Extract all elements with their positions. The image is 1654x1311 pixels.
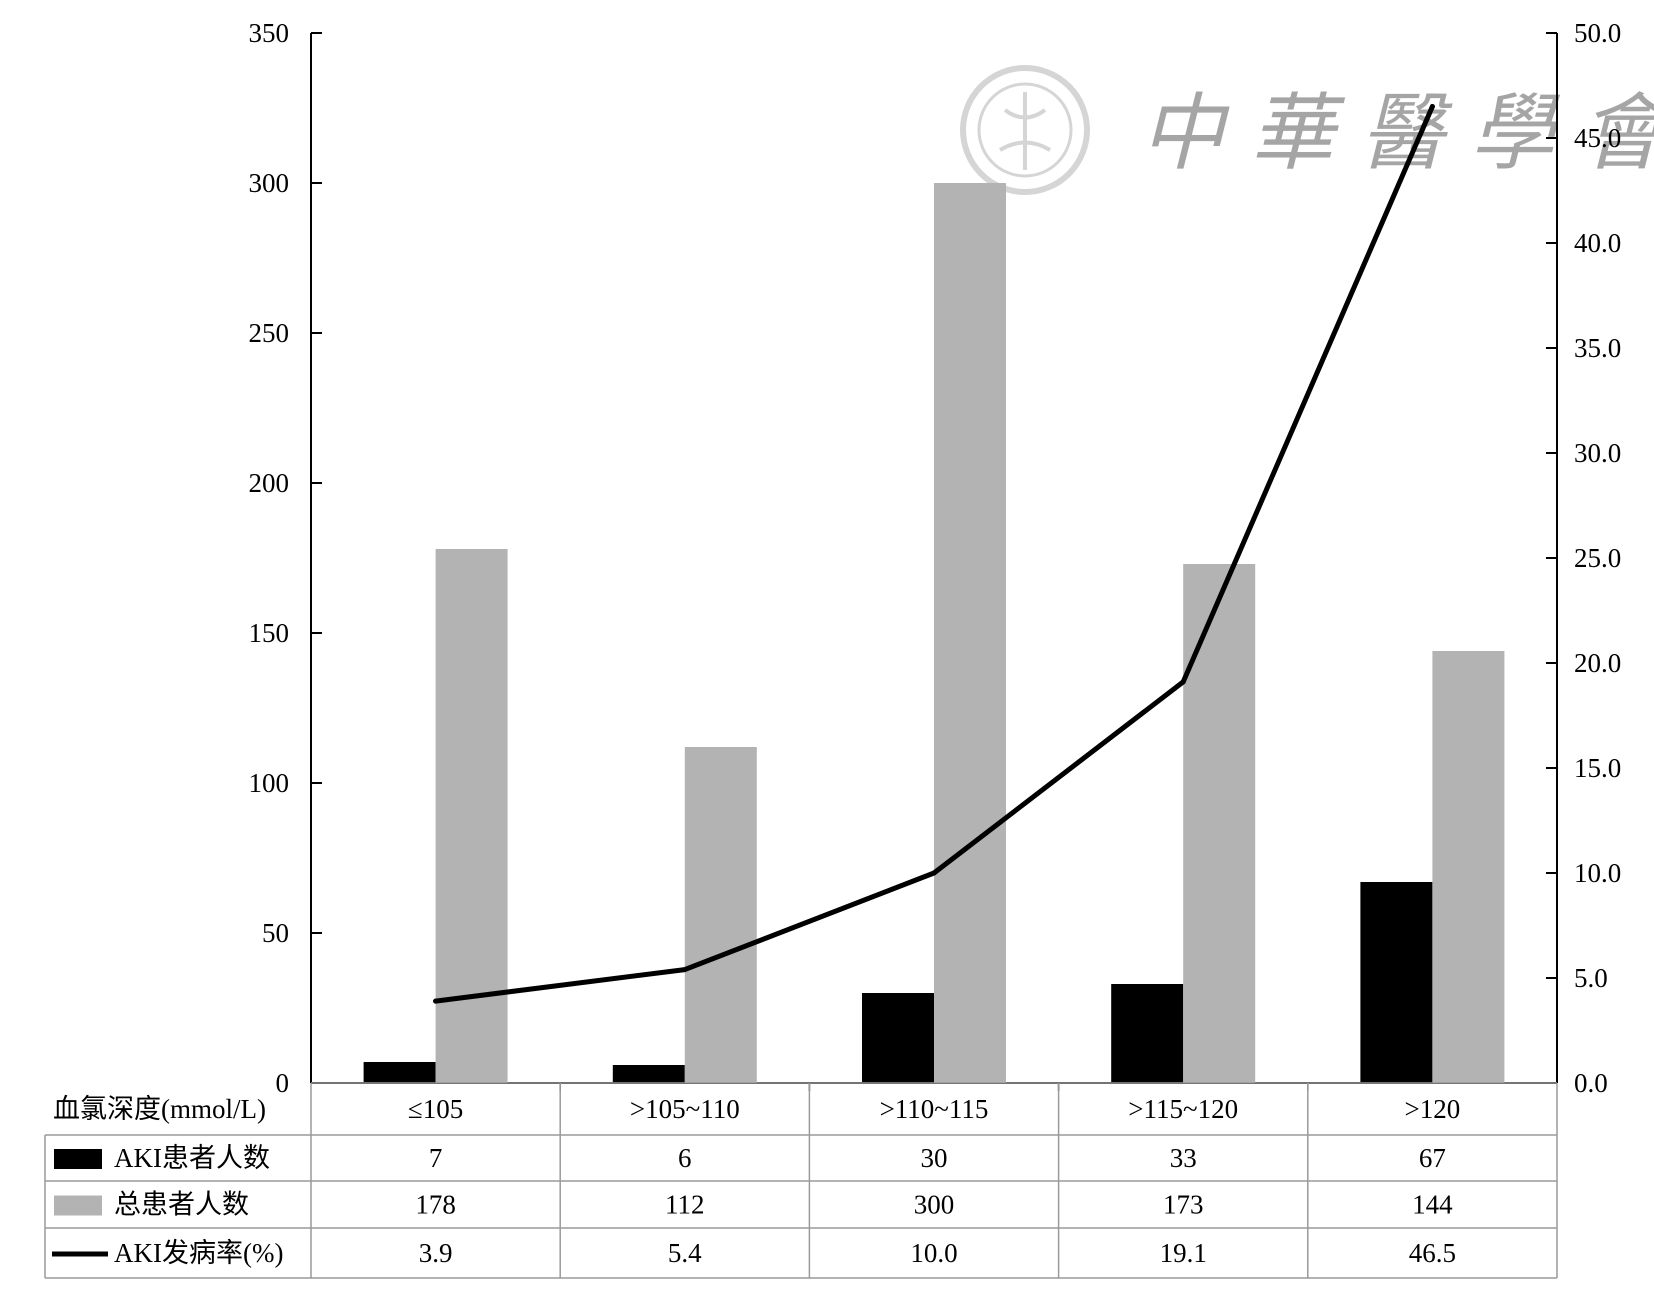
table-cell-value: 7	[429, 1143, 443, 1173]
right-tick-label: 25.0	[1574, 543, 1621, 573]
total-patients-bar	[684, 747, 757, 1083]
table-cell-value: 67	[1419, 1143, 1446, 1173]
right-tick-label: 10.0	[1574, 858, 1621, 888]
aki-rate-point	[931, 870, 937, 876]
total-patients-bar	[1432, 651, 1505, 1083]
aki-patients-bar	[1360, 882, 1433, 1083]
right-tick-label: 0.0	[1574, 1068, 1608, 1098]
right-tick-label: 35.0	[1574, 333, 1621, 363]
bars	[363, 183, 1505, 1083]
table-cell-value: 46.5	[1409, 1238, 1456, 1268]
left-tick-label: 150	[249, 618, 290, 648]
category-label: >105~110	[630, 1094, 740, 1124]
right-tick-label: 20.0	[1574, 648, 1621, 678]
right-tick-label: 15.0	[1574, 753, 1621, 783]
legend-label: AKI发病率(%)	[114, 1238, 283, 1268]
x-axis-title: 血氯深度(mmol/L)	[53, 1094, 266, 1124]
table-cell-value: 33	[1170, 1143, 1197, 1173]
table-cell-value: 30	[921, 1143, 948, 1173]
left-tick-label: 200	[249, 468, 290, 498]
table-cell-value: 10.0	[910, 1238, 957, 1268]
table-cell-value: 144	[1412, 1190, 1453, 1220]
aki-patients-bar	[363, 1062, 436, 1083]
left-tick-label: 250	[249, 318, 290, 348]
table-cell-value: 112	[665, 1190, 705, 1220]
total-patients-bar	[435, 549, 508, 1083]
table-cell-value: 3.9	[419, 1238, 453, 1268]
total-patients-bar	[934, 183, 1006, 1083]
aki-rate-point	[1429, 104, 1435, 109]
right-tick-label: 50.0	[1574, 18, 1621, 48]
left-tick-label: 350	[249, 18, 290, 48]
table-cell-value: 173	[1163, 1190, 1204, 1220]
aki-patients-bar	[1111, 984, 1184, 1083]
axes: 0 50 100 150 200 250 300 350 0.0 5.0 10.0 15.0 20.0 2…	[249, 18, 1622, 1098]
right-tick-label: 45.0	[1574, 123, 1621, 153]
left-tick-label: 100	[249, 768, 290, 798]
category-label: >120	[1405, 1094, 1461, 1124]
category-label: >115~120	[1128, 1094, 1238, 1124]
left-tick-label: 0	[276, 1068, 290, 1098]
aki-patients-bar	[862, 993, 934, 1083]
rate-line	[433, 104, 1435, 1004]
aki-rate-point	[1180, 679, 1186, 685]
table-cell-value: 19.1	[1160, 1238, 1207, 1268]
category-label: ≤105	[408, 1094, 463, 1124]
data-table: 血氯深度(mmol/L) ≤105 >105~110 >110~115 >115~120…	[44, 1082, 1558, 1279]
left-tick-label: 300	[249, 168, 290, 198]
category-label: >110~115	[880, 1094, 989, 1124]
aki-rate-point	[682, 967, 688, 973]
aki-rate-point	[433, 998, 439, 1004]
aki-patients-bar	[612, 1065, 685, 1083]
legend-label: AKI患者人数	[114, 1143, 270, 1173]
watermark: 中華醫學會	[960, 65, 1654, 195]
table-cell-value: 5.4	[668, 1238, 702, 1268]
right-tick-label: 30.0	[1574, 438, 1621, 468]
right-tick-label: 40.0	[1574, 228, 1621, 258]
total-patients-bar	[1183, 564, 1256, 1083]
legend-key-total-patients	[54, 1195, 102, 1216]
legend-key-aki-patients	[54, 1149, 102, 1169]
left-tick-label: 50	[262, 918, 289, 948]
watermark-text: 中華醫學會	[1140, 88, 1654, 181]
seal-icon	[960, 65, 1090, 195]
right-tick-label: 5.0	[1574, 963, 1608, 993]
legend-label: 总患者人数	[114, 1190, 249, 1220]
table-cell-value: 178	[415, 1190, 456, 1220]
table-cell-value: 6	[678, 1143, 692, 1173]
table-cell-value: 300	[914, 1190, 955, 1220]
